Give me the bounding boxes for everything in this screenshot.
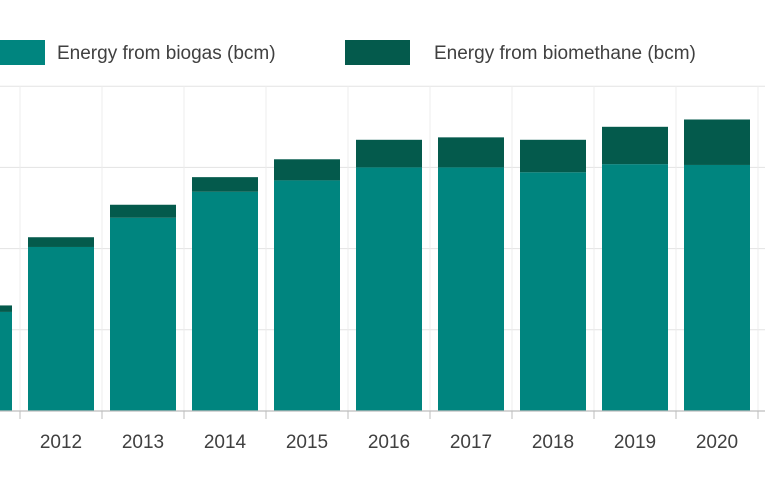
- bar-biomethane-2012[interactable]: [28, 237, 94, 247]
- legend[interactable]: Energy from biogas (bcm) Energy from bio…: [0, 40, 696, 65]
- x-tick-label-2012: 2012: [40, 432, 82, 453]
- bar-biomethane-2015[interactable]: [274, 159, 340, 181]
- bar-biogas-2011[interactable]: [0, 311, 12, 411]
- x-tick-label-2016: 2016: [368, 432, 410, 453]
- legend-swatch-biomethane[interactable]: [345, 40, 410, 65]
- bar-biomethane-2018[interactable]: [520, 139, 586, 173]
- bar-biogas-2017[interactable]: [438, 167, 504, 411]
- legend-label-biomethane[interactable]: Energy from biomethane (bcm): [434, 43, 696, 64]
- bar-biogas-2020[interactable]: [684, 164, 750, 411]
- bar-biomethane-2020[interactable]: [684, 119, 750, 165]
- legend-swatch-biogas[interactable]: [0, 40, 45, 65]
- bar-biogas-2014[interactable]: [192, 191, 258, 411]
- x-tick-label-2014: 2014: [204, 432, 247, 453]
- x-tick-label-2019: 2019: [614, 432, 656, 453]
- bar-biomethane-2014[interactable]: [192, 177, 258, 192]
- bar-biomethane-2019[interactable]: [602, 126, 668, 165]
- bar-biomethane-2013[interactable]: [110, 204, 176, 218]
- bar-biogas-2012[interactable]: [28, 246, 94, 411]
- bar-biomethane-2016[interactable]: [356, 139, 422, 168]
- x-tick-label-2018: 2018: [532, 432, 574, 453]
- x-tick-label-2013: 2013: [122, 432, 164, 453]
- bar-biomethane-2011[interactable]: [0, 305, 12, 312]
- x-tick-label-2020: 2020: [696, 432, 738, 453]
- bar-biogas-2016[interactable]: [356, 167, 422, 411]
- x-axis: 2011201220132014201520162017201820192020…: [0, 410, 765, 453]
- bar-biogas-2018[interactable]: [520, 172, 586, 411]
- bar-biogas-2019[interactable]: [602, 164, 668, 411]
- x-tick-label-2017: 2017: [450, 432, 492, 453]
- bar-biogas-2013[interactable]: [110, 217, 176, 411]
- x-tick-label-2015: 2015: [286, 432, 328, 453]
- bar-biogas-2015[interactable]: [274, 180, 340, 411]
- bar-series: [0, 119, 750, 411]
- bar-biomethane-2017[interactable]: [438, 137, 504, 168]
- legend-label-biogas[interactable]: Energy from biogas (bcm): [57, 43, 276, 64]
